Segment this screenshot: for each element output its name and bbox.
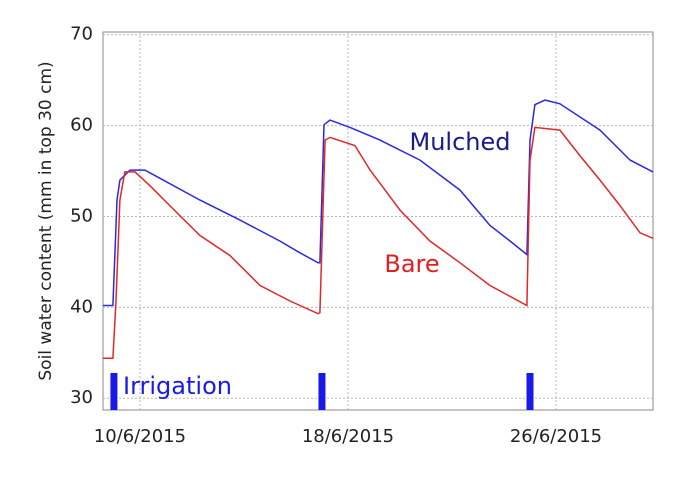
irrigation-bar [526, 373, 534, 410]
x-tick-label: 10/6/2015 [94, 426, 186, 447]
y-tick-label: 70 [70, 24, 93, 45]
y-tick-label: 30 [70, 387, 93, 408]
x-tick-label: 18/6/2015 [302, 426, 394, 447]
y-tick-label: 60 [70, 115, 93, 136]
data-line [103, 99, 654, 307]
series-label: Bare [384, 250, 439, 278]
irrigation-label: Irrigation [123, 372, 232, 400]
y-tick-label: 40 [70, 296, 93, 317]
plot-area [102, 31, 654, 411]
series-label: Mulched [410, 128, 511, 156]
irrigation-bar [110, 373, 118, 410]
irrigation-bar [318, 373, 326, 410]
y-axis-label: Soil water content (mm in top 30 cm) [36, 61, 56, 380]
x-tick-label: 26/6/2015 [510, 426, 602, 447]
y-tick-label: 50 [70, 205, 93, 226]
data-line [103, 126, 654, 359]
